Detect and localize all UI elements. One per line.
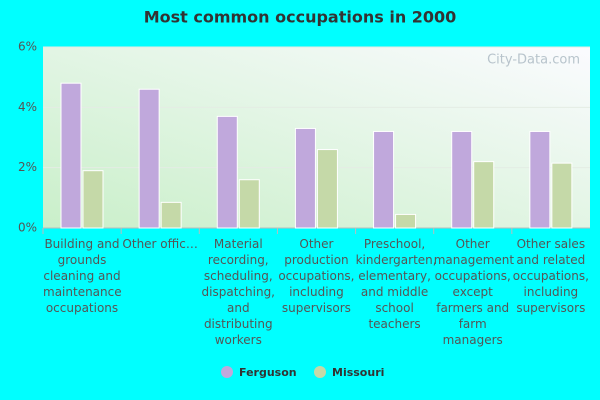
bar bbox=[82, 170, 104, 229]
watermark: City-Data.com bbox=[487, 53, 580, 68]
y-tick-label: 4% bbox=[18, 100, 37, 114]
x-tick-label: Other management occupations, except far… bbox=[433, 237, 515, 347]
bar bbox=[238, 179, 260, 229]
plot-area bbox=[43, 47, 590, 228]
bar bbox=[395, 213, 417, 229]
bar bbox=[160, 201, 182, 229]
legend-label: Missouri bbox=[332, 366, 384, 379]
bar bbox=[451, 130, 473, 229]
x-tick-label: Other offic… bbox=[122, 237, 198, 251]
bar bbox=[551, 162, 573, 229]
x-tick-label: Building and grounds cleaning and mainte… bbox=[43, 237, 122, 315]
bar bbox=[60, 82, 82, 229]
bar bbox=[373, 130, 395, 229]
legend-swatch bbox=[314, 366, 326, 378]
y-tick-label: 2% bbox=[18, 160, 37, 174]
chart-title: Most common occupations in 2000 bbox=[144, 8, 457, 27]
x-tick-label: Other production occupations, including … bbox=[278, 237, 355, 315]
legend-swatch bbox=[221, 366, 233, 378]
x-tick-label: Material recording, scheduling, dispatch… bbox=[201, 237, 275, 347]
bar bbox=[294, 127, 316, 229]
y-tick-label: 6% bbox=[18, 40, 37, 54]
x-tick-label: Other sales and related occupations, inc… bbox=[512, 237, 589, 315]
bar bbox=[138, 88, 160, 229]
y-tick-label: 0% bbox=[18, 221, 37, 235]
legend-label: Ferguson bbox=[239, 366, 297, 379]
bar bbox=[473, 161, 495, 229]
bar bbox=[316, 149, 338, 229]
bar bbox=[529, 130, 551, 229]
bar bbox=[216, 115, 238, 229]
x-tick-label: Preschool, kindergarten, elementary, and… bbox=[355, 237, 437, 331]
